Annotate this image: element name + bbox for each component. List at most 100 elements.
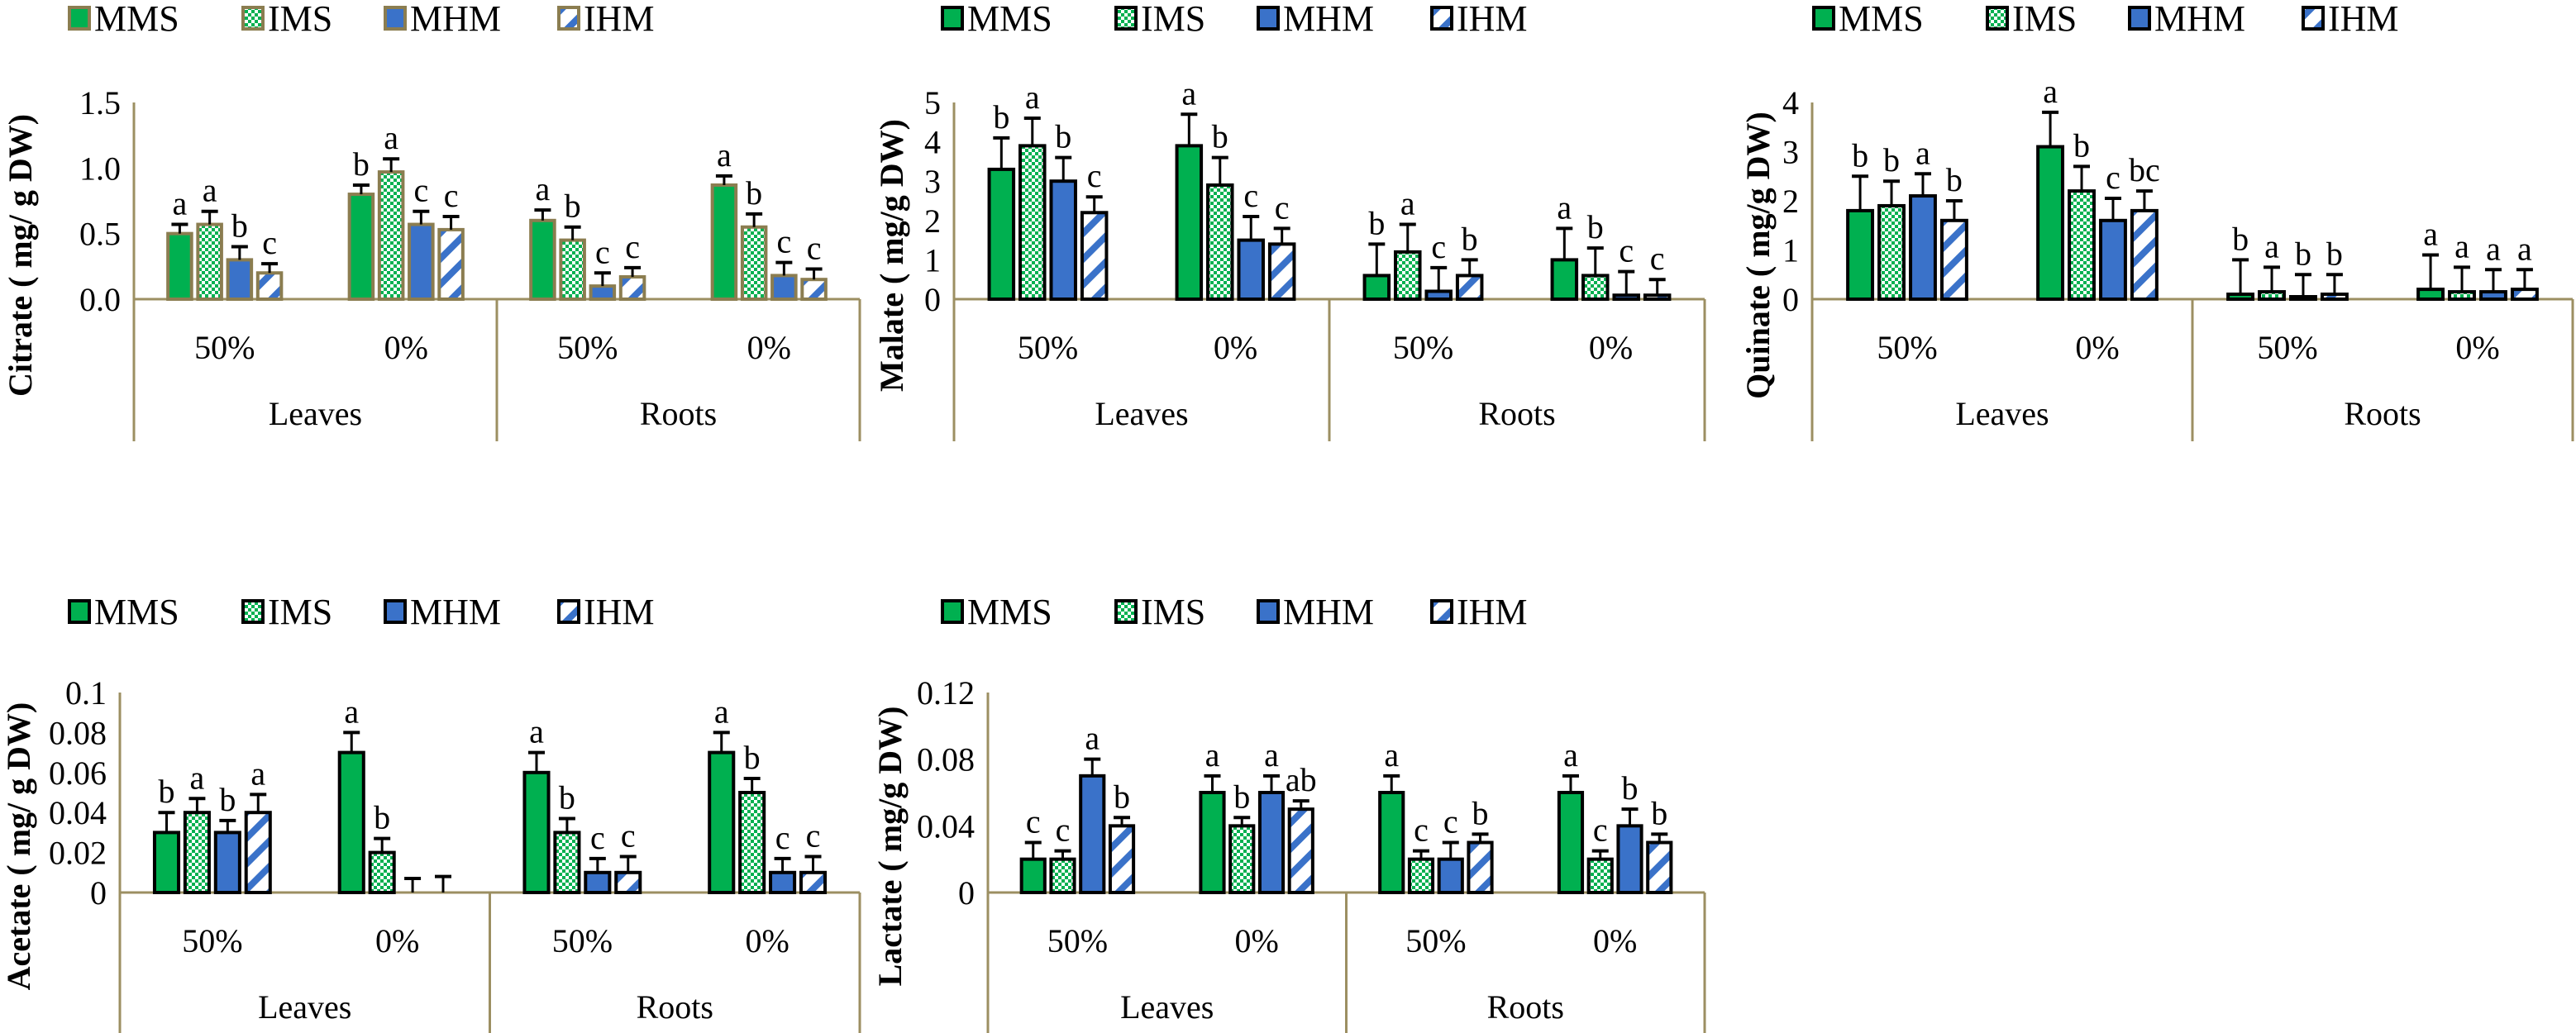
- legend-label-mhm: MHM: [410, 592, 501, 632]
- significance-letter: c: [807, 230, 822, 267]
- y-tick-label: 0.04: [917, 807, 975, 845]
- significance-letter: b: [231, 207, 248, 245]
- bar-ims: [183, 811, 211, 895]
- legend-label-mhm: MHM: [1283, 0, 1374, 39]
- significance-letter: c: [806, 816, 821, 854]
- bar-mms: [166, 231, 193, 301]
- bar-ihm: [618, 275, 646, 302]
- legend-label-mms: MMS: [967, 592, 1052, 632]
- significance-letter: b: [744, 739, 761, 776]
- bar-mms: [1557, 791, 1585, 894]
- significance-letter: a: [1557, 188, 1572, 226]
- bar-ihm: [2320, 293, 2349, 301]
- significance-letter: c: [1593, 812, 1608, 849]
- x-tick-label: 0%: [384, 329, 428, 366]
- significance-letter: c: [1243, 177, 1258, 214]
- bar-ims: [1228, 824, 1256, 894]
- legend-label-ihm: IHM: [584, 0, 655, 39]
- bar-mms: [1175, 144, 1204, 301]
- significance-letter: a: [190, 759, 205, 796]
- x-tick-label: 0%: [1214, 329, 1257, 366]
- x-tick-label: 50%: [182, 922, 242, 959]
- significance-letter: a: [536, 170, 551, 207]
- y-tick-label: 0.5: [79, 216, 121, 253]
- bar-mms: [708, 750, 736, 894]
- x-group-label: Roots: [640, 395, 717, 432]
- significance-letter: a: [2423, 215, 2438, 252]
- bar-mhm: [1612, 293, 1640, 301]
- legend-label-mms: MMS: [94, 592, 179, 632]
- y-tick-label: 0: [90, 874, 107, 912]
- bar-ims: [740, 225, 768, 302]
- significance-letter: a: [714, 693, 729, 730]
- significance-letter: c: [262, 224, 277, 261]
- bar-mhm: [584, 870, 612, 895]
- y-tick-label: 0.1: [65, 674, 107, 712]
- significance-letter: c: [413, 172, 428, 209]
- y-tick-label: 3: [1782, 134, 1799, 171]
- bar-ims: [559, 238, 586, 302]
- chart-lactate: MMS IMS MHM IHM Lactate ( mg/g DW) 0 0.04 0.08 0…: [871, 592, 1706, 1033]
- significance-letter: b: [1622, 769, 1639, 807]
- significance-letter: c: [1056, 812, 1071, 849]
- significance-letter: c: [775, 819, 790, 856]
- bar-mhm: [1437, 857, 1464, 894]
- significance-letter: c: [1431, 228, 1446, 265]
- significance-letter: b: [746, 174, 762, 212]
- legend-swatch-mhm: [1257, 6, 1280, 31]
- bar-ihm: [1108, 824, 1136, 894]
- bar-ihm: [799, 870, 828, 895]
- x-tick-label: 50%: [1018, 329, 1078, 366]
- legend-label-ims: IMS: [2012, 0, 2077, 39]
- bar-mms: [1378, 791, 1405, 894]
- x-group-label: Leaves: [1095, 395, 1188, 432]
- significance-letter: b: [559, 778, 575, 816]
- significance-letter: b: [1852, 136, 1868, 174]
- bar-mms: [2416, 288, 2445, 302]
- significance-letter: b: [219, 781, 236, 818]
- y-tick-label: 0: [1782, 281, 1799, 318]
- legend-label-ims: IMS: [268, 592, 332, 632]
- bar-mhm: [1909, 194, 1937, 301]
- significance-letter: a: [1400, 185, 1415, 222]
- chart-quinate: MMS IMS MHM IHM Quinate ( mg/g DW) 0 1 2 3 4 50% 0%…: [1739, 0, 2574, 441]
- bar-ims: [2068, 189, 2096, 301]
- significance-letter: b: [1055, 118, 1071, 155]
- bar-mms: [1362, 274, 1391, 302]
- significance-letter: a: [1563, 736, 1578, 774]
- significance-letter: b: [1368, 204, 1385, 241]
- legend-swatch-ims: [241, 6, 265, 31]
- legend-label-ims: IMS: [1141, 0, 1205, 39]
- y-tick-label: 0.04: [49, 794, 107, 831]
- legend-label-mhm: MHM: [2154, 0, 2245, 39]
- significance-letter: a: [344, 693, 359, 730]
- bar-mms: [1199, 791, 1226, 894]
- chart-citrate: MMS IMS MHM IHM Citrate ( mg/ g DW) 0.0 0.5 1.0…: [2, 0, 861, 441]
- legend-swatch-mms: [68, 6, 91, 31]
- bar-ims: [377, 170, 405, 301]
- significance-letter: a: [717, 136, 732, 174]
- legend-label-ihm: IHM: [2328, 0, 2399, 39]
- significance-letter: c: [1414, 812, 1429, 849]
- chart-acetate: MMS IMS MHM IHM Acetate ( mg/ g DW) 00.02 0.04…: [0, 592, 861, 1033]
- significance-letter: a: [1181, 74, 1196, 112]
- bar-mhm: [769, 870, 797, 895]
- significance-letter: b: [993, 98, 1009, 136]
- significance-letter: b: [2073, 126, 2090, 164]
- significance-letter: a: [2264, 227, 2279, 264]
- significance-letter: a: [1384, 736, 1399, 774]
- bar-ihm: [800, 278, 828, 302]
- legend-label-ihm: IHM: [1457, 592, 1528, 632]
- significance-letter: a: [2517, 230, 2532, 267]
- significance-letter: c: [2106, 159, 2120, 196]
- legend-swatch-mms: [941, 599, 964, 624]
- legend-label-ihm: IHM: [1457, 0, 1528, 39]
- y-tick-label: 0: [924, 281, 941, 318]
- legend-swatch-mms: [68, 599, 91, 624]
- legend-swatch-mms: [941, 6, 964, 31]
- bar-ims: [1407, 857, 1435, 894]
- x-tick-label: 0%: [2455, 329, 2499, 366]
- y-axis-title: Acetate ( mg/ g DW): [0, 702, 37, 991]
- significance-letter: b: [1212, 118, 1228, 155]
- y-tick-label: 0.02: [49, 835, 107, 872]
